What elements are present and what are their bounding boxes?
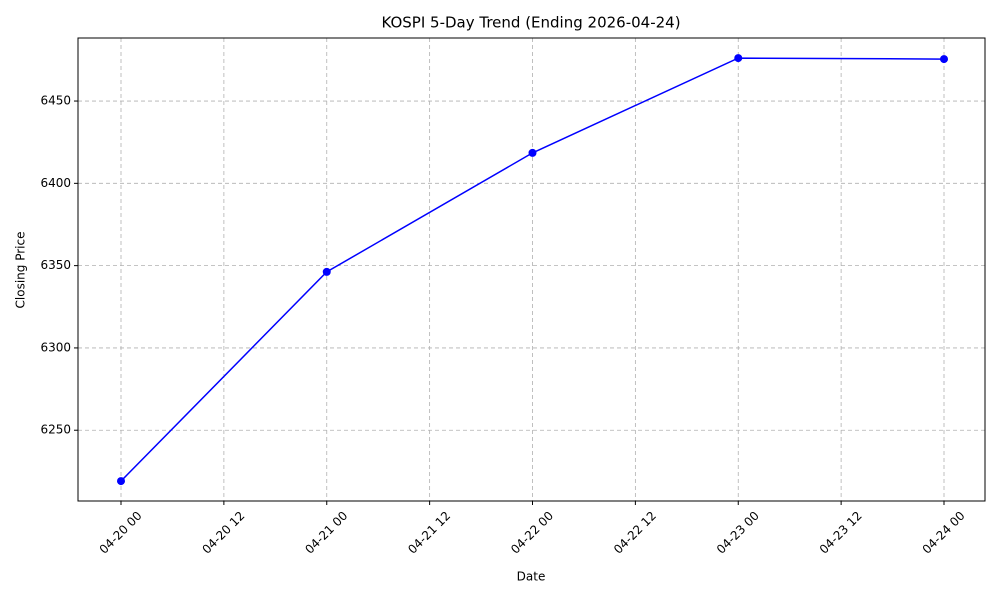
x-tick-label: 04-21 12 (405, 509, 453, 557)
y-tick-label: 6350 (40, 258, 71, 272)
y-axis-label: Closing Price (14, 232, 28, 309)
y-tick-label: 6250 (40, 423, 71, 437)
chart-title: KOSPI 5-Day Trend (Ending 2026-04-24) (381, 14, 680, 32)
x-tick-label: 04-20 12 (199, 509, 247, 557)
x-tick-label: 04-22 00 (508, 509, 556, 557)
x-tick-label: 04-21 00 (302, 509, 350, 557)
x-axis-label: Date (517, 570, 546, 584)
x-tick-label: 04-23 12 (817, 509, 865, 557)
x-tick-label: 04-24 00 (920, 509, 968, 557)
y-tick-label: 6450 (40, 94, 71, 108)
x-tick-label: 04-23 00 (714, 509, 762, 557)
marker (528, 148, 537, 157)
y-tick-label: 6400 (40, 176, 71, 190)
marker (940, 55, 948, 64)
y-tick-label: 6300 (40, 340, 71, 354)
x-tick-label: 04-20 00 (97, 509, 145, 557)
plot-frame (77, 37, 986, 502)
x-tick-label: 04-22 12 (611, 509, 659, 557)
marker (322, 267, 331, 276)
marker (117, 477, 125, 486)
marker (734, 54, 743, 63)
